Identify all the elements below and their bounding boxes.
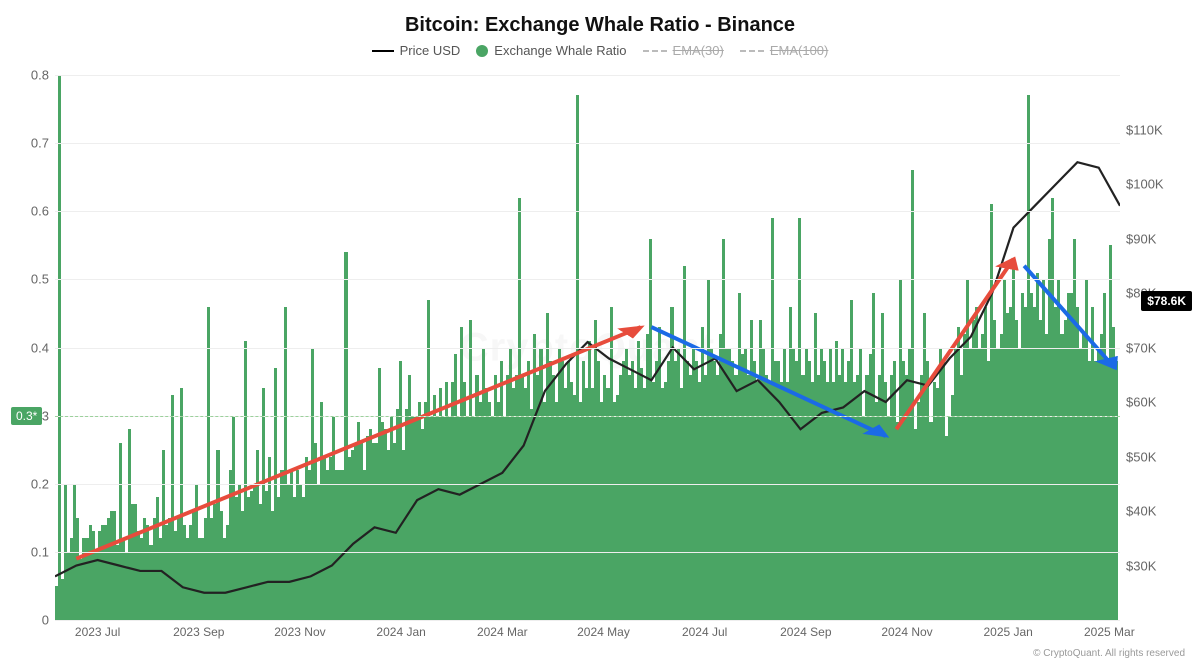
line-swatch [372, 50, 394, 52]
legend-item-price[interactable]: Price USD [372, 43, 461, 58]
y-left-tick: 0.5 [15, 272, 49, 287]
trend-arrow [76, 327, 640, 559]
y-right-tick: $100K [1126, 177, 1182, 192]
y-left-tick: 0.8 [15, 68, 49, 83]
trend-arrow [651, 327, 885, 436]
y-right-tick: $110K [1126, 122, 1182, 137]
ref-badge: 0.3* [11, 407, 42, 425]
x-tick: 2024 May [577, 625, 630, 639]
y-left-tick: 0.6 [15, 204, 49, 219]
attribution: © CryptoQuant. All rights reserved [1033, 648, 1185, 659]
x-tick: 2023 Jul [75, 625, 120, 639]
dash-swatch [643, 50, 667, 52]
legend-item-ema100[interactable]: EMA(100) [740, 43, 829, 58]
x-tick: 2024 Sep [780, 625, 831, 639]
y-right-tick: $70K [1126, 340, 1182, 355]
trend-arrow [896, 259, 1013, 429]
legend-label: Price USD [400, 43, 461, 58]
chart-title: Bitcoin: Exchange Whale Ratio - Binance [15, 14, 1185, 37]
x-tick: 2024 Nov [881, 625, 932, 639]
y-left-tick: 0.2 [15, 476, 49, 491]
trend-arrow [1024, 266, 1115, 368]
chart-container: Bitcoin: Exchange Whale Ratio - Binance … [0, 0, 1200, 665]
x-tick: 2024 Jul [682, 625, 727, 639]
y-right-tick: $90K [1126, 231, 1182, 246]
price-badge: $78.6K [1141, 291, 1192, 311]
y-left-tick: 0.4 [15, 340, 49, 355]
y-right-tick: $60K [1126, 395, 1182, 410]
x-axis: 2023 Jul 2023 Sep 2023 Nov 2024 Jan 2024 Mar… [55, 625, 1120, 643]
legend-label: EMA(30) [673, 43, 724, 58]
price-line [55, 162, 1120, 593]
x-tick: 2024 Jan [376, 625, 425, 639]
y-right-tick: $40K [1126, 504, 1182, 519]
legend-item-ratio[interactable]: Exchange Whale Ratio [476, 43, 626, 58]
y-left-tick: 0.7 [15, 136, 49, 151]
y-right-tick: $30K [1126, 558, 1182, 573]
y-left-tick: 0.1 [15, 544, 49, 559]
legend: Price USD Exchange Whale Ratio EMA(30) E… [15, 43, 1185, 58]
y-right-tick: $50K [1126, 449, 1182, 464]
x-tick: 2024 Mar [477, 625, 528, 639]
legend-item-ema30[interactable]: EMA(30) [643, 43, 724, 58]
dash-swatch [740, 50, 764, 52]
y-left-tick: 0 [15, 613, 49, 628]
x-tick: 2023 Sep [173, 625, 224, 639]
dot-swatch [476, 45, 488, 57]
legend-label: Exchange Whale Ratio [494, 43, 626, 58]
legend-label: EMA(100) [770, 43, 829, 58]
x-tick: 2025 Jan [983, 625, 1032, 639]
plot-area[interactable]: CryptoQuant 00.10.20.30.40.50.60.70.80.3… [55, 75, 1120, 620]
x-tick: 2023 Nov [274, 625, 325, 639]
x-tick: 2025 Mar [1084, 625, 1135, 639]
